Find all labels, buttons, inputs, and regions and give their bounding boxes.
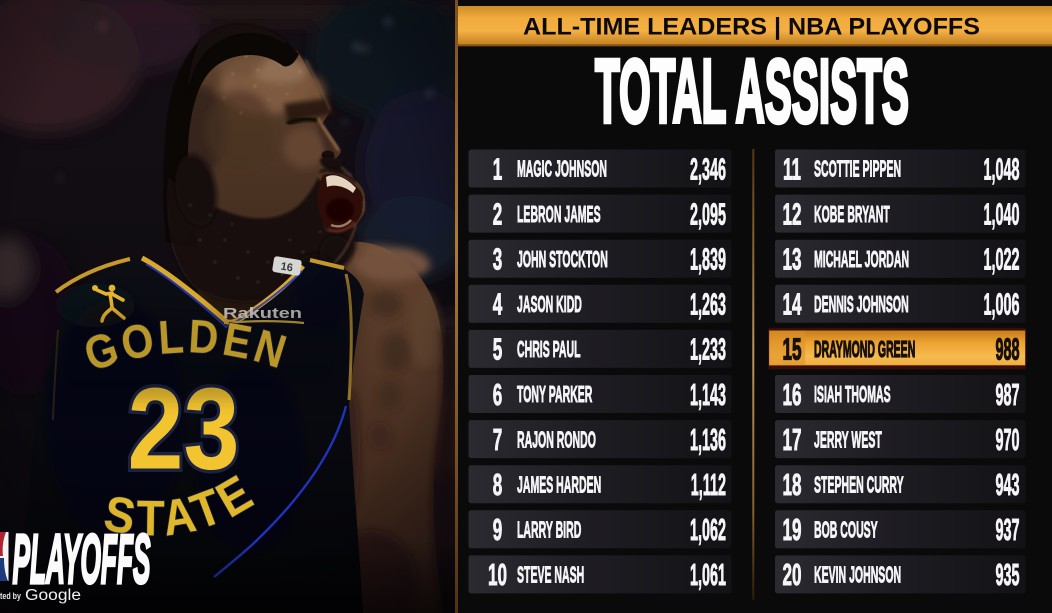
svg-text:11: 11: [783, 152, 801, 186]
svg-text:1,112: 1,112: [691, 468, 726, 502]
svg-text:1,048: 1,048: [984, 152, 1020, 186]
svg-text:18: 18: [783, 468, 802, 502]
svg-text:TONY PARKER: TONY PARKER: [517, 381, 592, 407]
svg-text:943: 943: [996, 468, 1020, 502]
svg-text:20: 20: [783, 558, 802, 592]
svg-text:987: 987: [996, 378, 1020, 412]
svg-text:2: 2: [493, 197, 503, 231]
svg-text:3: 3: [493, 243, 503, 277]
svg-text:9: 9: [493, 513, 503, 547]
svg-text:1,022: 1,022: [984, 243, 1020, 277]
svg-text:2,095: 2,095: [690, 197, 726, 231]
svg-text:937: 937: [996, 513, 1020, 547]
svg-text:CHRIS PAUL: CHRIS PAUL: [517, 336, 581, 362]
svg-text:STEPHEN CURRY: STEPHEN CURRY: [814, 471, 904, 497]
svg-text:1,136: 1,136: [690, 423, 726, 457]
svg-text:Google: Google: [25, 587, 81, 604]
svg-text:16: 16: [783, 378, 802, 412]
svg-text:ted by: ted by: [0, 591, 21, 601]
svg-text:5: 5: [493, 333, 503, 367]
svg-text:LARRY BIRD: LARRY BIRD: [517, 517, 581, 543]
svg-text:15: 15: [783, 333, 802, 367]
svg-text:1,062: 1,062: [690, 513, 726, 547]
svg-text:1,040: 1,040: [984, 197, 1020, 231]
svg-text:10: 10: [488, 558, 507, 592]
svg-text:ISIAH THOMAS: ISIAH THOMAS: [814, 381, 891, 407]
svg-text:1,233: 1,233: [690, 333, 726, 367]
svg-text:RAJON RONDO: RAJON RONDO: [517, 426, 596, 452]
svg-text:SCOTTIE PIPPEN: SCOTTIE PIPPEN: [814, 156, 901, 182]
svg-text:1,143: 1,143: [690, 378, 726, 412]
svg-text:988: 988: [996, 333, 1020, 367]
svg-text:JAMES HARDEN: JAMES HARDEN: [517, 471, 601, 497]
svg-text:7: 7: [493, 423, 503, 457]
svg-text:13: 13: [783, 243, 802, 277]
svg-text:14: 14: [783, 288, 802, 322]
svg-text:BOB COUSY: BOB COUSY: [814, 517, 878, 543]
svg-text:4: 4: [493, 288, 503, 322]
svg-text:19: 19: [783, 513, 802, 547]
svg-text:LEBRON JAMES: LEBRON JAMES: [517, 201, 601, 227]
svg-text:KOBE BRYANT: KOBE BRYANT: [814, 201, 890, 227]
svg-text:12: 12: [783, 197, 802, 231]
svg-text:JERRY WEST: JERRY WEST: [814, 426, 882, 452]
svg-text:KEVIN JOHNSON: KEVIN JOHNSON: [814, 562, 901, 588]
svg-text:8: 8: [493, 468, 503, 502]
svg-text:MAGIC JOHNSON: MAGIC JOHNSON: [517, 156, 607, 182]
svg-text:MICHAEL JORDAN: MICHAEL JORDAN: [814, 246, 909, 272]
svg-text:1,006: 1,006: [984, 288, 1020, 322]
svg-text:DRAYMOND GREEN: DRAYMOND GREEN: [814, 336, 915, 362]
svg-text:1,061: 1,061: [690, 558, 726, 592]
svg-text:1,263: 1,263: [690, 288, 726, 322]
svg-text:ALL-TIME LEADERS | NBA PLAYOFF: ALL-TIME LEADERS | NBA PLAYOFFS: [523, 14, 980, 41]
svg-text:JASON KIDD: JASON KIDD: [517, 291, 582, 317]
svg-text:17: 17: [783, 423, 802, 457]
svg-text:6: 6: [493, 378, 503, 412]
svg-text:PLAYOFFS: PLAYOFFS: [13, 521, 151, 599]
svg-text:STEVE NASH: STEVE NASH: [517, 562, 584, 588]
svg-text:JOHN STOCKTON: JOHN STOCKTON: [517, 246, 608, 272]
svg-text:TOTAL ASSISTS: TOTAL ASSISTS: [595, 41, 909, 142]
svg-text:970: 970: [996, 423, 1020, 457]
svg-text:1,839: 1,839: [690, 243, 726, 277]
svg-text:DENNIS JOHNSON: DENNIS JOHNSON: [814, 291, 909, 317]
svg-text:1: 1: [493, 152, 503, 186]
svg-text:2,346: 2,346: [690, 152, 726, 186]
svg-text:935: 935: [996, 558, 1020, 592]
